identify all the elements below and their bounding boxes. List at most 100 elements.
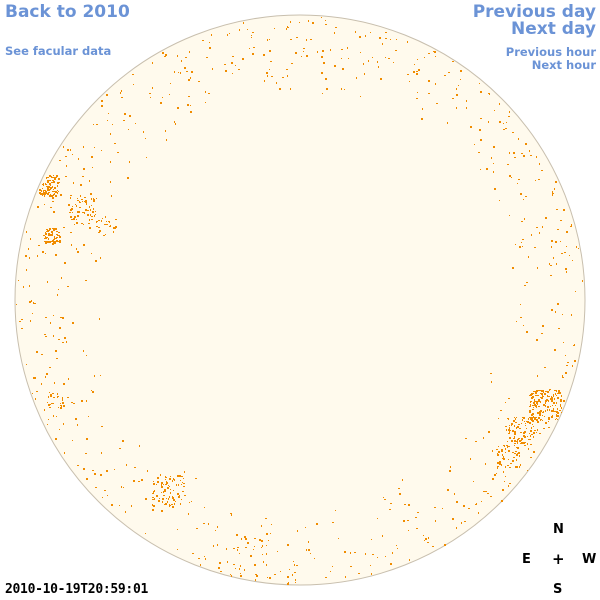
facula-speck (512, 460, 514, 462)
facula-speck (177, 475, 178, 476)
facula-speck (536, 405, 537, 406)
solar-disk (14, 14, 586, 586)
facula-speck (506, 122, 507, 123)
facula-speck (47, 194, 49, 195)
previous-day-link[interactable]: Previous day (472, 2, 596, 22)
facula-speck (190, 111, 192, 113)
facula-speck (41, 383, 42, 385)
next-hour-link[interactable]: Next hour (531, 58, 596, 72)
facula-speck (501, 500, 503, 502)
facula-speck (456, 107, 457, 109)
facula-speck (528, 256, 529, 258)
facula-speck (18, 280, 19, 281)
facula-speck (326, 88, 328, 90)
facula-speck (517, 447, 519, 449)
facula-speck (176, 484, 177, 486)
facula-speck (509, 215, 510, 216)
facula-speck (516, 447, 517, 448)
facula-speck (344, 551, 346, 553)
facula-speck (28, 248, 29, 250)
facula-speck (153, 491, 154, 493)
facula-speck (200, 564, 201, 566)
facula-speck (237, 547, 239, 548)
facula-speck (551, 309, 553, 311)
facula-speck (274, 574, 276, 575)
facula-speck (52, 393, 54, 394)
facula-speck (574, 360, 576, 362)
facula-speck (48, 193, 49, 194)
facula-speck (166, 481, 167, 482)
facula-speck (551, 246, 552, 248)
facula-speck (167, 501, 168, 503)
facula-speck (473, 481, 474, 482)
facula-speck (540, 413, 541, 414)
facula-speck (188, 79, 190, 81)
facula-speck (498, 446, 499, 447)
facula-speck (59, 241, 61, 243)
facula-speck (409, 81, 410, 82)
facula-speck (518, 452, 520, 454)
facula-speck (263, 561, 264, 563)
facula-speck (46, 193, 48, 194)
facula-speck (460, 70, 462, 72)
facula-speck (169, 496, 170, 498)
facula-speck (52, 186, 53, 188)
facula-speck (535, 180, 536, 181)
facula-speck (396, 545, 397, 546)
facula-speck (154, 499, 155, 500)
facula-speck (322, 93, 323, 94)
facula-speck (68, 378, 69, 380)
facula-speck (96, 124, 98, 125)
facula-speck (209, 42, 210, 43)
facula-speck (468, 508, 470, 509)
back-to-year-link[interactable]: Back to 2010 (5, 2, 130, 22)
facula-speck (51, 182, 53, 183)
facula-speck (397, 548, 398, 549)
facula-speck (157, 477, 159, 478)
facula-speck (169, 486, 170, 487)
facula-speck (566, 246, 567, 247)
facula-speck (382, 43, 383, 45)
facula-speck (247, 542, 249, 544)
previous-hour-link[interactable]: Previous hour (505, 45, 596, 59)
facula-speck (498, 418, 499, 419)
facula-speck (501, 464, 502, 466)
facula-speck (558, 415, 559, 417)
facula-speck (269, 39, 270, 40)
facula-speck (564, 252, 566, 253)
facula-speck (159, 498, 160, 499)
facula-speck (109, 222, 110, 223)
facula-speck (435, 520, 436, 522)
facula-speck (534, 399, 535, 401)
facula-speck (76, 222, 78, 224)
facula-speck (96, 226, 98, 227)
facula-speck (491, 157, 492, 159)
facula-speck (98, 232, 100, 233)
facula-speck (428, 93, 430, 94)
facula-speck (73, 218, 75, 220)
facula-speck (188, 513, 189, 515)
facula-speck (91, 205, 92, 206)
facula-speck (354, 552, 356, 553)
next-day-link[interactable]: Next day (511, 19, 596, 39)
facula-speck (548, 417, 550, 418)
facula-speck (161, 492, 162, 493)
facula-speck (60, 194, 62, 196)
facula-speck (539, 390, 541, 391)
facula-speck (547, 406, 548, 408)
facula-speck (371, 539, 372, 540)
facula-speck (522, 417, 524, 418)
see-facular-data-link[interactable]: See facular data (5, 44, 112, 58)
facula-speck (30, 320, 31, 322)
facula-speck (505, 466, 506, 468)
facula-speck (94, 473, 96, 475)
facula-speck (252, 53, 254, 55)
facula-speck (535, 401, 537, 402)
facula-speck (528, 439, 530, 440)
facula-speck (516, 441, 518, 442)
facula-speck (65, 176, 67, 177)
facula-speck (347, 47, 348, 49)
facula-speck (254, 546, 255, 547)
facula-speck (62, 402, 64, 404)
facula-speck (301, 56, 302, 57)
